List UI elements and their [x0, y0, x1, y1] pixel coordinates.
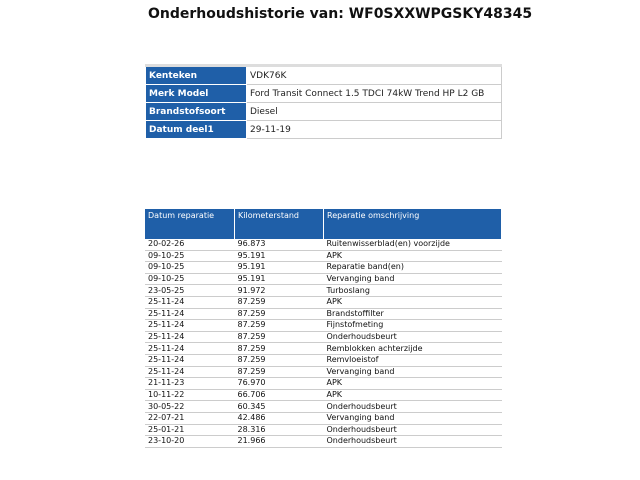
history-cell: 22-07-21	[145, 412, 235, 425]
history-cell: APK	[323, 377, 502, 390]
history-cell: 09-10-25	[145, 250, 235, 263]
history-cell: 25-11-24	[145, 366, 235, 379]
history-cell: 95.191	[234, 250, 324, 263]
history-cell: Turboslang	[323, 284, 502, 297]
vehicle-label: Brandstofsoort	[145, 102, 247, 121]
history-cell: APK	[323, 250, 502, 263]
history-cell: 10-11-22	[145, 389, 235, 402]
history-cell: 87.259	[234, 354, 324, 367]
history-cell: 25-01-21	[145, 424, 235, 437]
history-cell: 87.259	[234, 331, 324, 344]
history-cell: 91.972	[234, 284, 324, 297]
vehicle-row: Brandstofsoort Diesel	[145, 102, 502, 121]
history-row: 20-02-26 96.873 Ruitenwisserblad(en) voorz…	[145, 239, 502, 251]
vehicle-row: Merk Model Ford Transit Connect 1.5 TDCI …	[145, 84, 502, 103]
history-cell: 23-05-25	[145, 284, 235, 297]
history-cell: Remvloeistof	[323, 354, 502, 367]
vehicle-value: Diesel	[246, 102, 502, 121]
vehicle-value: VDK76K	[246, 65, 502, 85]
history-cell: APK	[323, 389, 502, 402]
column-header: Reparatie omschrijving	[323, 209, 502, 239]
history-cell: 09-10-25	[145, 261, 235, 274]
history-row: 09-10-25 95.191 APK	[145, 250, 502, 263]
history-cell: 25-11-24	[145, 331, 235, 344]
history-cell: Reparatie band(en)	[323, 261, 502, 274]
history-cell: Onderhoudsbeurt	[323, 331, 502, 344]
history-row: 09-10-25 95.191 Vervanging band	[145, 273, 502, 286]
history-cell: Ruitenwisserblad(en) voorzijde	[323, 239, 502, 251]
history-cell: 60.345	[234, 400, 324, 413]
history-cell: 95.191	[234, 261, 324, 274]
title: Onderhoudshistorie van: WF0SXXWPGSKY4834…	[148, 6, 533, 22]
history-row: 23-05-25 91.972 Turboslang	[145, 284, 502, 297]
history-cell: Vervanging band	[323, 412, 502, 425]
history-row: 09-10-25 95.191 Reparatie band(en)	[145, 261, 502, 274]
column-header: Kilometerstand	[234, 209, 324, 239]
history-cell: 25-11-24	[145, 296, 235, 309]
history-cell: 87.259	[234, 366, 324, 379]
history-cell: 25-11-24	[145, 354, 235, 367]
history-row: 23-10-20 21.966 Onderhoudsbeurt	[145, 435, 502, 448]
vehicle-row: Kenteken VDK76K	[145, 65, 502, 85]
history-cell: 30-05-22	[145, 400, 235, 413]
history-row: 22-07-21 42.486 Vervanging band	[145, 412, 502, 425]
history-row: 10-11-22 66.706 APK	[145, 389, 502, 402]
history-cell: 25-11-24	[145, 308, 235, 321]
history-table: Datum reparatie Kilometerstand Reparatie o…	[145, 209, 502, 448]
history-row: 25-11-24 87.259 APK	[145, 296, 502, 309]
history-cell: 28.316	[234, 424, 324, 437]
vehicle-value: 29-11-19	[246, 120, 502, 139]
history-row: 25-11-24 87.259 Fijnstofmeting	[145, 319, 502, 332]
history-cell: 23-10-20	[145, 435, 235, 448]
history-cell: Onderhoudsbeurt	[323, 400, 502, 413]
history-cell: 42.486	[234, 412, 324, 425]
history-cell: 20-02-26	[145, 239, 235, 251]
history-cell: 09-10-25	[145, 273, 235, 286]
history-row: 30-05-22 60.345 Onderhoudsbeurt	[145, 400, 502, 413]
history-cell: 21-11-23	[145, 377, 235, 390]
history-cell: Onderhoudsbeurt	[323, 435, 502, 448]
vehicle-label: Kenteken	[145, 65, 247, 85]
history-cell: Onderhoudsbeurt	[323, 424, 502, 437]
vehicle-label: Datum deel1	[145, 120, 247, 139]
history-cell: 96.873	[234, 239, 324, 251]
history-cell: Vervanging band	[323, 273, 502, 286]
history-row: 25-11-24 87.259 Brandstoffilter	[145, 308, 502, 321]
history-cell: 25-11-24	[145, 319, 235, 332]
history-cell: 87.259	[234, 308, 324, 321]
history-cell: 87.259	[234, 296, 324, 309]
history-cell: Fijnstofmeting	[323, 319, 502, 332]
history-cell: 21.966	[234, 435, 324, 448]
history-row: 25-11-24 87.259 Remvloeistof	[145, 354, 502, 367]
vehicle-table: Kenteken VDK76K Merk Model Ford Transit Con…	[145, 64, 502, 139]
history-row: 25-11-24 87.259 Remblokken achterzijde	[145, 342, 502, 355]
history-cell: 87.259	[234, 319, 324, 332]
history-row: 25-11-24 87.259 Onderhoudsbeurt	[145, 331, 502, 344]
vehicle-label: Merk Model	[145, 84, 247, 103]
history-row: 25-11-24 87.259 Vervanging band	[145, 366, 502, 379]
vehicle-row: Datum deel1 29-11-19	[145, 120, 502, 139]
history-cell: 66.706	[234, 389, 324, 402]
history-cell: Brandstoffilter	[323, 308, 502, 321]
history-cell: Remblokken achterzijde	[323, 342, 502, 355]
vehicle-value: Ford Transit Connect 1.5 TDCI 74kW Trend…	[246, 84, 502, 103]
history-cell: 87.259	[234, 342, 324, 355]
history-cell: APK	[323, 296, 502, 309]
history-cell: 76.970	[234, 377, 324, 390]
column-header: Datum reparatie	[145, 209, 235, 239]
history-cell: 25-11-24	[145, 342, 235, 355]
history-row: 25-01-21 28.316 Onderhoudsbeurt	[145, 424, 502, 437]
history-cell: Vervanging band	[323, 366, 502, 379]
history-row: 21-11-23 76.970 APK	[145, 377, 502, 390]
history-cell: 95.191	[234, 273, 324, 286]
header-row: Datum reparatie Kilometerstand Reparatie o…	[145, 209, 502, 239]
